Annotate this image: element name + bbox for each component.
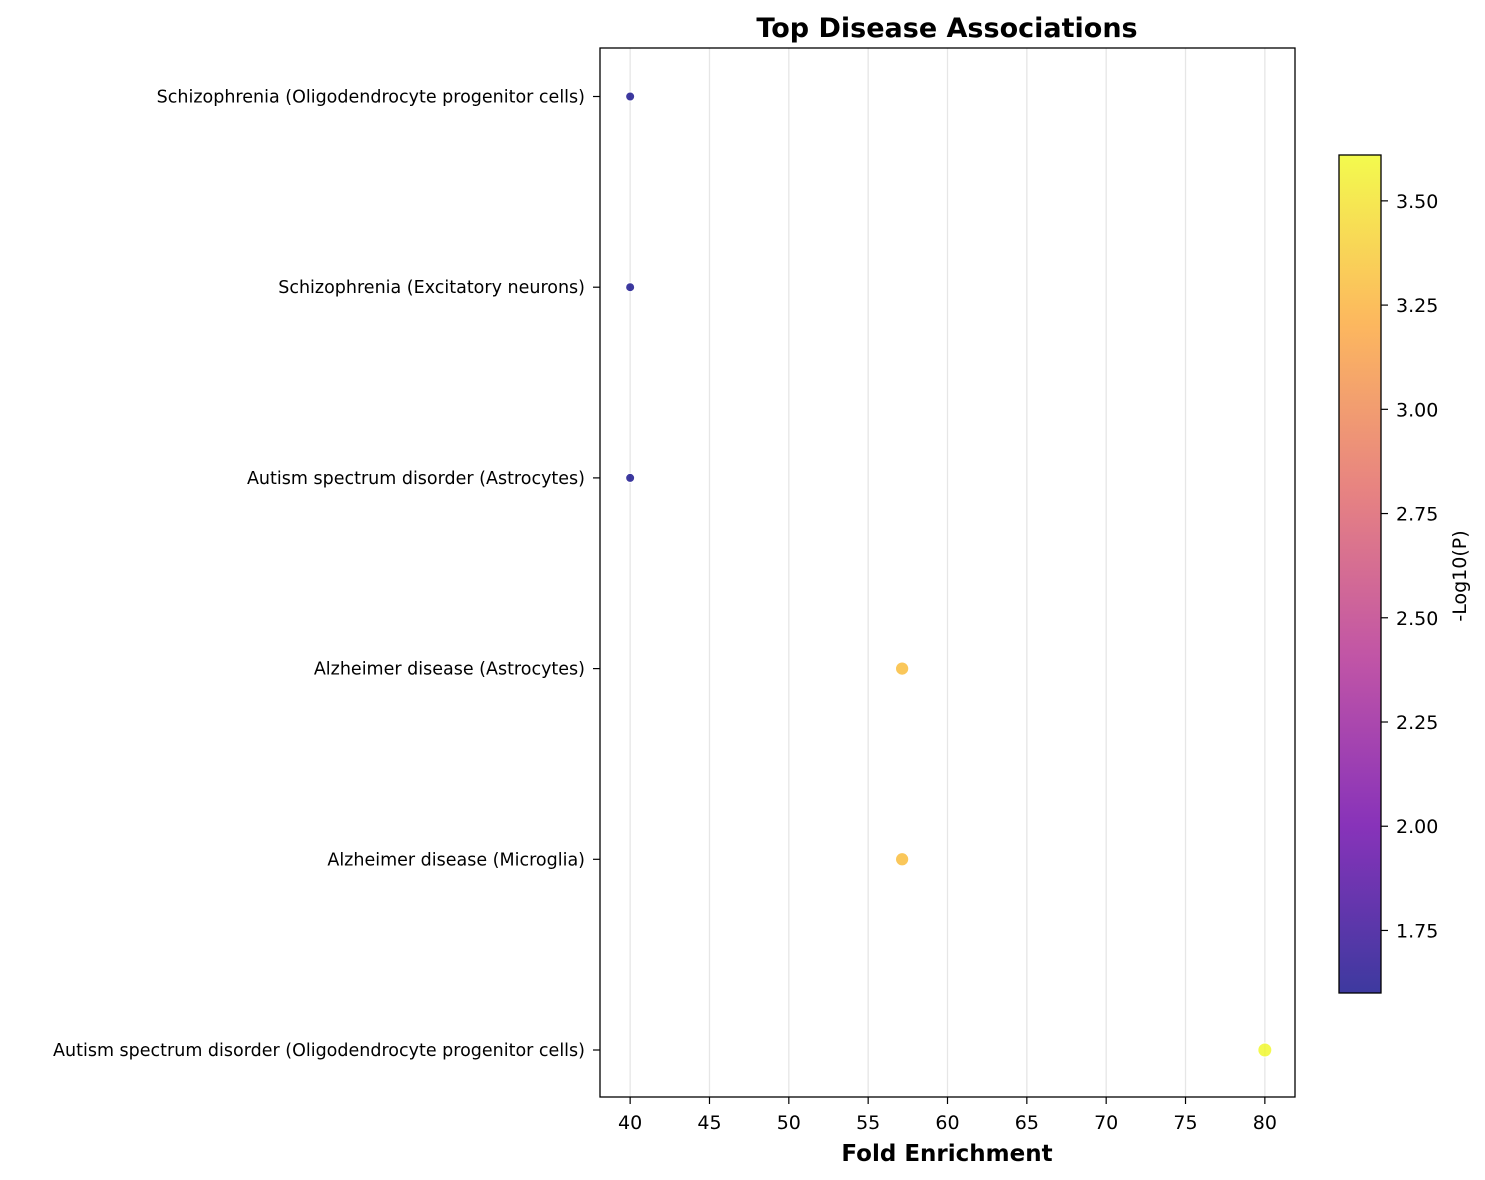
y-category-label: Schizophrenia (Oligodendrocyte progenito… [157,88,585,108]
data-point [625,282,636,293]
colorbar-tick-label: 3.50 [1396,191,1438,213]
x-tick-label: 70 [1094,1112,1118,1134]
x-tick-label: 75 [1173,1112,1197,1134]
y-category-label: Autism spectrum disorder (Oligodendrocyt… [53,1041,585,1061]
colorbar-tick-label: 3.00 [1396,399,1438,421]
data-point [625,91,636,102]
x-axis-ticks: 40 45 50 55 60 65 70 75 80 [618,1097,1277,1134]
x-tick-label: 55 [856,1112,880,1134]
gridlines [629,48,1266,1097]
data-point [895,661,910,676]
y-category-label: Schizophrenia (Excitatory neurons) [278,278,585,298]
colorbar-tick-label: 2.50 [1396,608,1438,630]
x-tick-label: 45 [697,1112,721,1134]
colorbar-tick-label: 2.25 [1396,712,1438,734]
colorbar-tick-label: 1.75 [1396,920,1438,942]
chart-title: Top Disease Associations [756,13,1137,44]
x-tick-label: 65 [1015,1112,1039,1134]
data-point [895,852,910,867]
data-points [625,91,1273,1058]
data-point [1257,1042,1273,1058]
y-category-label: Alzheimer disease (Astrocytes) [314,660,585,680]
y-axis-categories: Schizophrenia (Oligodendrocyte progenito… [53,88,600,1061]
y-category-label: Autism spectrum disorder (Astrocytes) [247,469,585,489]
data-point [625,472,636,483]
x-tick-label: 50 [777,1112,801,1134]
colorbar-tick-label: 2.00 [1396,816,1438,838]
colorbar-frame [1338,154,1382,994]
x-tick-label: 60 [935,1112,959,1134]
x-tick-label: 80 [1253,1112,1277,1134]
colorbar-tick-label: 2.75 [1396,504,1438,526]
colorbar-label: -Log10(P) [1449,530,1471,621]
colorbar [1339,155,1381,993]
x-tick-label: 40 [618,1112,642,1134]
x-axis-label: Fold Enrichment [841,1141,1052,1167]
colorbar-tick-label: 3.25 [1396,295,1438,317]
colorbar-ticks: 1.75 2.00 2.25 2.50 2.75 3.00 3.25 3.50 [1381,191,1438,942]
y-category-label: Alzheimer disease (Microglia) [327,850,585,870]
